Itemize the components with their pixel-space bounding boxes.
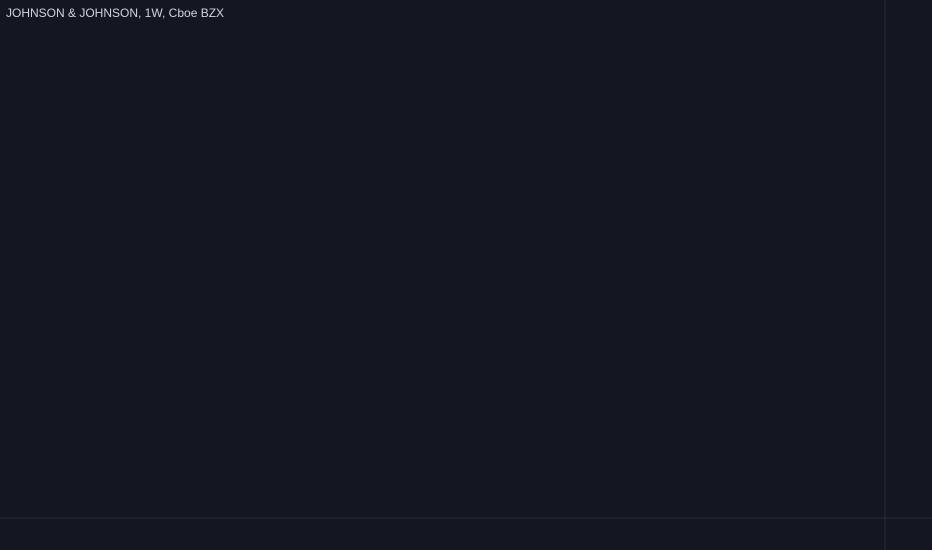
chart-title: JOHNSON & JOHNSON, 1W, Cboe BZX: [6, 6, 224, 20]
